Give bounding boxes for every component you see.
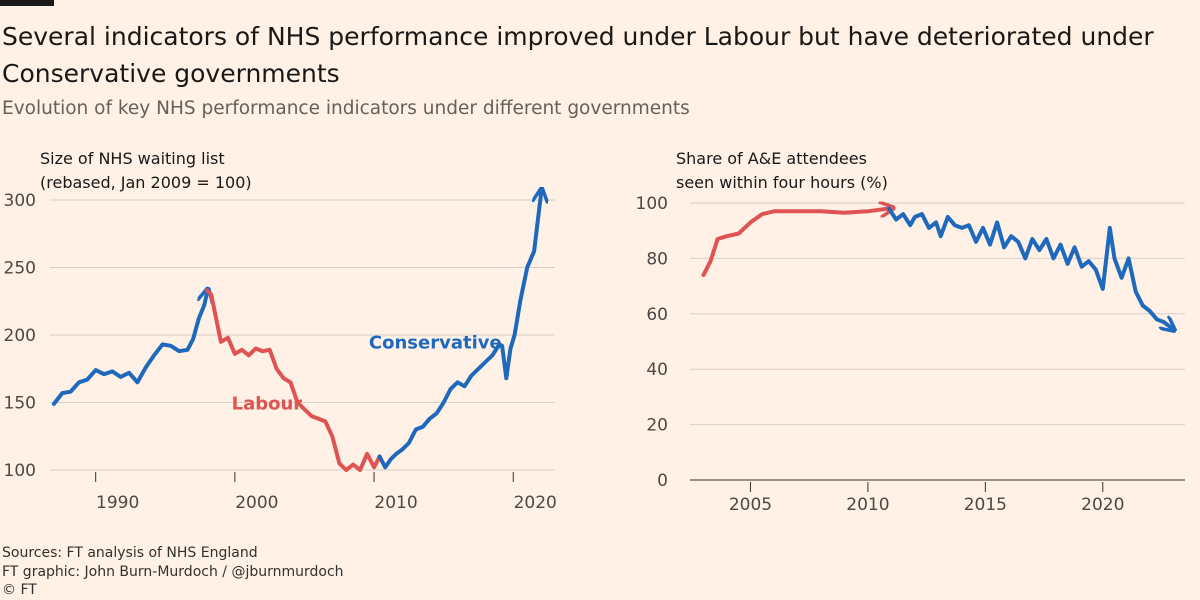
x-tick-label: 2005 [729,495,772,515]
series-line-conservative [887,206,1171,328]
chart-title: Several indicators of NHS performance im… [2,22,1154,88]
graphic-credit: FT graphic: John Burn-Murdoch / @jburnmu… [2,563,344,580]
charts-area: Size of NHS waiting list (rebased, Jan 20… [4,149,1185,515]
source-note: Sources: FT analysis of NHS England [2,545,258,561]
series-line-conservative [51,293,207,406]
panel-title-line: Share of A&E attendees [676,149,867,168]
x-tick-label: 2010 [374,493,417,513]
waiting-list-chart: Size of NHS waiting list (rebased, Jan 20… [4,149,557,513]
copyright-note: © FT [2,582,37,598]
y-tick-label: 150 [4,394,36,414]
x-tick-label: 1990 [96,493,139,513]
y-tick-label: 80 [646,249,668,269]
x-tick-label: 2010 [846,495,889,515]
series-line-conservative [377,193,541,470]
y-tick-label: 300 [4,191,36,211]
y-tick-label: 0 [657,471,668,491]
x-tick-label: 2015 [964,495,1007,515]
series-line-labour [205,288,382,472]
panel-title-line: seen within four hours (%) [676,173,888,192]
series-line-labour [701,209,890,277]
y-tick-label: 100 [4,461,36,481]
y-tick-label: 250 [4,259,36,279]
annotation-conservative: Conservative [369,333,502,354]
annotation-labour: Labour [232,393,303,414]
panel-title-line: (rebased, Jan 2009 = 100) [40,173,252,192]
ae-four-hour-chart: Share of A&E attendees seen within four h… [636,149,1185,515]
y-tick-label: 200 [4,326,36,346]
x-tick-label: 2020 [1081,495,1124,515]
x-tick-label: 2020 [514,493,557,513]
y-tick-label: 40 [646,360,668,380]
chart-subtitle: Evolution of key NHS performance indicat… [2,98,690,119]
ft-brand-bar [0,0,54,6]
y-tick-label: 60 [646,305,668,325]
x-tick-label: 2000 [235,493,278,513]
footer: Sources: FT analysis of NHS England FT g… [2,544,344,600]
y-tick-label: 100 [636,194,668,214]
y-tick-label: 20 [646,416,668,436]
panel-title-line: Size of NHS waiting list [40,149,225,168]
